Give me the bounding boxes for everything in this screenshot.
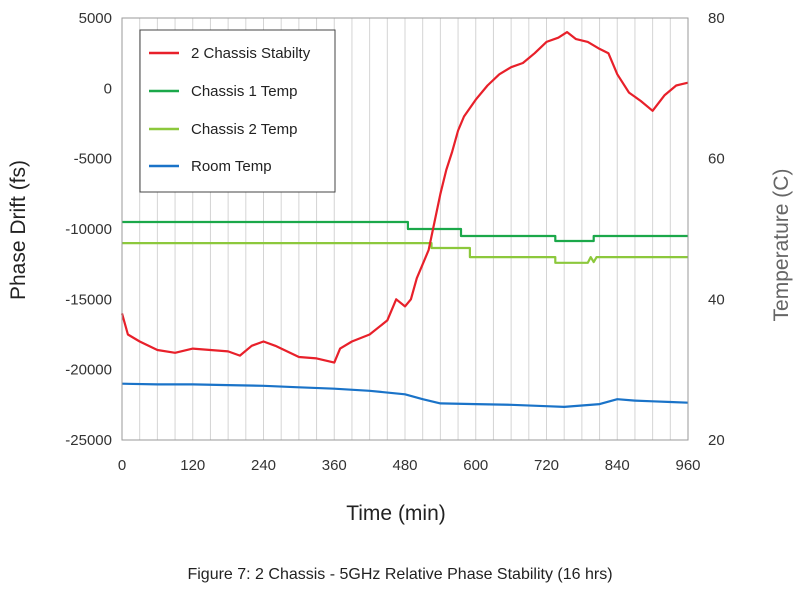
x-axis-title: Time (min)	[346, 502, 446, 525]
series-line-chassis-2-temp	[122, 242, 688, 264]
x-tick-label: 240	[251, 457, 276, 474]
x-tick-label: 360	[322, 457, 347, 474]
series-layer	[120, 30, 689, 408]
series-line-room-temp	[121, 382, 689, 408]
left-tick-label: 5000	[79, 10, 112, 27]
right-axis-title: Temperature (C)	[770, 169, 793, 322]
left-tick-label: 0	[104, 80, 112, 97]
legend-label-room-temp: Room Temp	[191, 158, 272, 175]
legend-label-chassis-stability: 2 Chassis Stabilty	[191, 45, 311, 62]
chart-svg: 0 120 240 360 480 600 720 840 960 -25000-20000-1…	[7, 10, 793, 525]
legend: 2 Chassis Stabilty Chassis 1 Temp Chassi…	[139, 29, 336, 193]
right-tick-label: 20	[708, 432, 725, 449]
left-tick-label: -15000	[65, 291, 112, 308]
x-tick-label: 0	[118, 457, 126, 474]
x-tick-label: 720	[534, 457, 559, 474]
left-axis-ticks: -25000 -20000 -15000 -10000 -5000 0 5000	[65, 10, 112, 449]
right-axis-ticks: 20 40 60 80	[708, 10, 725, 449]
figure-caption: Figure 7: 2 Chassis - 5GHz Relative Phas…	[187, 566, 613, 583]
legend-label-chassis-2-temp: Chassis 2 Temp	[191, 121, 297, 138]
right-tick-label: 60	[708, 151, 725, 168]
x-tick-label: 600	[463, 457, 488, 474]
left-tick-label: -20000	[65, 362, 112, 379]
x-tick-label: 120	[180, 457, 205, 474]
x-tick-label: 840	[605, 457, 630, 474]
right-tick-label: 40	[708, 291, 725, 308]
left-tick-label: -5000	[74, 151, 112, 168]
legend-label-chassis-1-temp: Chassis 1 Temp	[191, 83, 297, 100]
x-tick-label: 960	[675, 457, 700, 474]
left-tick-label: -10000	[65, 221, 112, 238]
x-tick-label: 480	[392, 457, 417, 474]
series-line-chassis-1-temp	[122, 220, 688, 243]
left-axis-title: Phase Drift (fs)	[7, 160, 30, 300]
x-axis-ticks: 0 120 240 360 480 600 720 840 960	[118, 457, 701, 474]
left-tick-label: -25000	[65, 432, 112, 449]
series-line-2-chassis-stabilty	[120, 30, 689, 364]
plot-border	[121, 17, 689, 441]
right-tick-label: 80	[708, 10, 725, 27]
